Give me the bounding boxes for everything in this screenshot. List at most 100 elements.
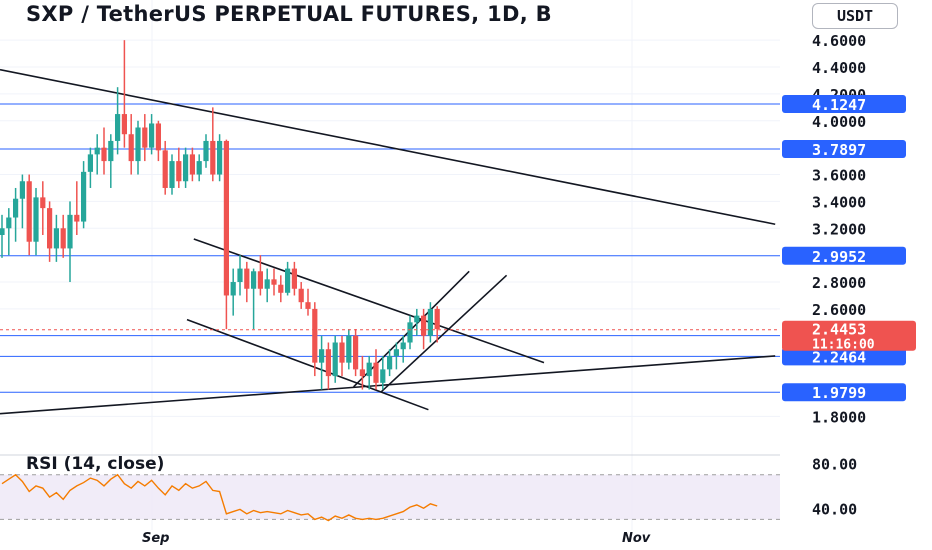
candle-body	[264, 279, 270, 289]
price-axis[interactable]: 4.60004.40004.20004.00003.60003.40003.20…	[812, 32, 866, 426]
candle	[162, 140, 168, 195]
candle	[155, 120, 161, 162]
candle-body	[407, 322, 413, 343]
candle	[47, 201, 53, 262]
candle	[427, 302, 433, 343]
candle-body	[421, 315, 427, 336]
price-tick-label: 4.6000	[812, 32, 866, 50]
candle	[210, 107, 216, 182]
candle	[176, 147, 182, 188]
candle	[237, 255, 243, 296]
candle-body	[414, 315, 420, 323]
candle	[278, 275, 284, 303]
candle	[6, 208, 12, 256]
candle	[13, 187, 19, 242]
candle-body	[332, 342, 338, 377]
last-price-tag-bg	[782, 320, 916, 351]
candle-body	[121, 114, 127, 135]
candle-body	[196, 161, 202, 175]
candle-body	[339, 342, 345, 363]
level-tag-bg	[782, 140, 906, 159]
candle-body	[380, 369, 386, 383]
candle-body	[40, 197, 46, 209]
candle	[230, 268, 236, 316]
candle-body	[128, 134, 134, 162]
time-axis[interactable]: Sep Nov	[142, 531, 651, 546]
level-tag-bg	[782, 95, 906, 114]
candle-body	[87, 154, 93, 172]
candle-body	[359, 369, 365, 377]
candle	[189, 147, 195, 182]
candle	[434, 306, 440, 343]
price-tick-label: 2.6000	[812, 301, 866, 319]
candle-body	[155, 123, 161, 151]
candle-body	[223, 140, 229, 296]
level-labels: 4.12473.78972.99522.40162.24641.97992.44…	[782, 95, 916, 402]
candle	[217, 134, 223, 182]
candle-body	[393, 349, 399, 356]
time-tick-label: Nov	[622, 531, 651, 546]
candle	[60, 214, 66, 258]
candle-body	[285, 268, 291, 293]
candle-body	[353, 335, 359, 370]
candle	[353, 329, 359, 377]
candle-body	[257, 271, 263, 289]
candle-body	[26, 181, 32, 242]
candle	[108, 134, 114, 188]
candle	[81, 161, 87, 229]
candle	[142, 114, 148, 162]
candle-body	[325, 349, 331, 377]
candle-body	[210, 140, 216, 175]
trendline	[380, 274, 508, 393]
rsi-axis: 80.00 40.00	[812, 456, 857, 519]
candle-body	[237, 268, 243, 283]
candle	[305, 288, 311, 316]
candle-body	[101, 147, 107, 162]
candle	[339, 335, 345, 377]
candle	[387, 349, 393, 377]
candle	[332, 335, 338, 383]
candle	[135, 120, 141, 175]
level-tag-bg	[782, 347, 906, 366]
candle-body	[74, 214, 80, 222]
candle-body	[176, 161, 182, 182]
candle	[319, 335, 325, 390]
countdown-label: 11:16:00	[812, 338, 875, 353]
rsi-band-fill	[0, 474, 780, 520]
candle-body	[319, 349, 325, 363]
trendline	[186, 318, 429, 411]
candle-body	[183, 154, 189, 182]
level-tag: 3.7897	[782, 140, 906, 159]
candle	[414, 308, 420, 336]
candle-body	[162, 150, 168, 188]
candle-body	[189, 154, 195, 175]
trendline	[193, 238, 545, 364]
candle	[101, 127, 107, 175]
candle	[74, 181, 80, 235]
candle	[366, 355, 372, 390]
candle	[407, 315, 413, 350]
level-tag-label: 2.2464	[812, 348, 866, 366]
candle	[53, 214, 59, 262]
candle-body	[60, 228, 66, 249]
candle-body	[217, 140, 223, 175]
candle-body	[203, 140, 209, 162]
candle-body	[291, 268, 297, 289]
candle	[203, 134, 209, 168]
candle-body	[169, 161, 175, 188]
candle	[325, 342, 331, 390]
quote-currency-button[interactable]: USDT	[812, 3, 898, 29]
level-tag: 1.9799	[782, 383, 906, 402]
price-tick-label: 4.0000	[812, 113, 866, 131]
candle	[380, 355, 386, 390]
price-tick-label: 2.8000	[812, 274, 866, 292]
rsi-line	[1, 473, 438, 522]
candle-body	[312, 308, 318, 363]
candle-body	[244, 268, 250, 289]
level-tag-bg	[782, 383, 906, 402]
last-price-label: 2.4453	[812, 321, 866, 339]
candle	[346, 329, 352, 370]
candle	[244, 261, 250, 303]
candle	[149, 114, 155, 155]
